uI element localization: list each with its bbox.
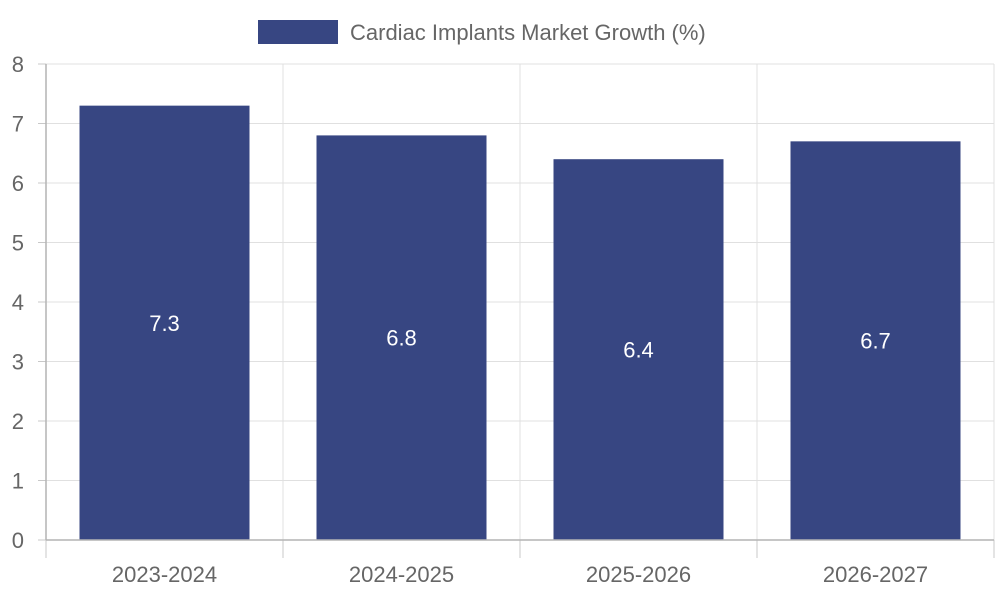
legend-label: Cardiac Implants Market Growth (%)	[350, 20, 706, 45]
bar-value-label: 6.7	[860, 329, 891, 354]
y-tick-label: 4	[12, 290, 24, 315]
bar-value-label: 7.3	[149, 311, 180, 336]
bar-value-label: 6.8	[386, 326, 417, 351]
legend-swatch	[258, 20, 338, 44]
y-tick-label: 7	[12, 112, 24, 137]
y-tick-label: 1	[12, 469, 24, 494]
x-tick-label: 2026-2027	[823, 562, 928, 587]
y-tick-label: 0	[12, 528, 24, 553]
y-tick-label: 5	[12, 231, 24, 256]
x-tick-label: 2025-2026	[586, 562, 691, 587]
y-tick-label: 6	[12, 171, 24, 196]
legend: Cardiac Implants Market Growth (%)	[258, 20, 706, 45]
bars: 7.3 6.8 6.4 6.7	[79, 105, 961, 541]
x-tick-label: 2024-2025	[349, 562, 454, 587]
y-tick-label: 2	[12, 409, 24, 434]
bar	[316, 135, 487, 540]
axes: 0 1 2 3 4 5 6 7 8 2023-2024 2024-2025 2025-2026 2026…	[12, 52, 995, 587]
bar	[553, 159, 724, 540]
y-tick-label: 8	[12, 52, 24, 77]
x-tick-label: 2023-2024	[112, 562, 217, 587]
bar	[790, 141, 961, 540]
bar-value-label: 6.4	[623, 338, 654, 363]
bar	[79, 105, 250, 541]
y-tick-label: 3	[12, 350, 24, 375]
